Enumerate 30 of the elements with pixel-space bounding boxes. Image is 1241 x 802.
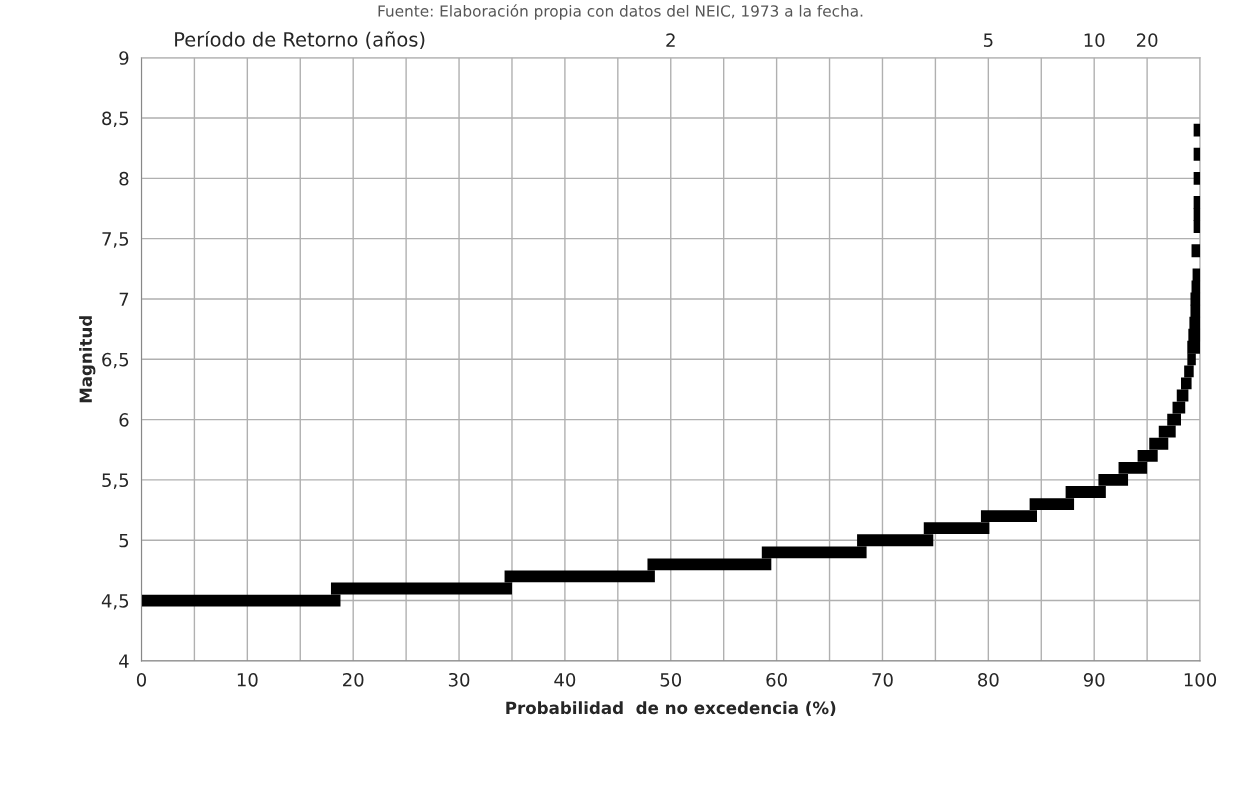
x-tick-label: 80 [978, 672, 999, 687]
x-tick-label: 90 [1083, 672, 1105, 687]
y-tick-label: 8,5 [102, 111, 129, 128]
x-tick-label: 50 [660, 672, 682, 687]
y-axis-title: Magnitud [79, 316, 96, 403]
y-tick-label: 8 [119, 171, 129, 186]
y-tick-label: 9 [119, 51, 129, 65]
text: 10 [1084, 33, 1105, 48]
text: Período de Retorno (años) [175, 30, 425, 50]
x-tick-label: 70 [872, 672, 893, 687]
x-tick-label: 20 [343, 672, 364, 687]
text: 20 [1136, 33, 1158, 48]
x-tick-label: 60 [766, 672, 787, 687]
x-tick-label: 10 [237, 672, 258, 687]
y-tick-label: 4 [119, 654, 129, 668]
x-tick-label: 30 [448, 672, 470, 687]
x-tick-label: 40 [554, 672, 576, 687]
y-tick-label: 6,5 [102, 352, 129, 369]
y-tick-label: 6 [119, 413, 129, 427]
y-tick-label: 5,5 [102, 473, 129, 489]
x-tick-label: 100 [1184, 672, 1217, 687]
y-tick-label: 7,5 [102, 232, 129, 248]
y-tick-label: 5 [119, 533, 129, 548]
text: 5 [983, 33, 993, 48]
y-tick-label: 7 [119, 292, 129, 306]
source-note: Fuente: Elaboración propia con datos del NEIC, 1973 a la fecha. [378, 4, 863, 20]
y-tick-label: 4,5 [101, 594, 129, 610]
text: 2 [666, 33, 675, 47]
x-axis-title: Probabilidad de no excedencia (%) [506, 701, 836, 717]
x-tick-label: 0 [136, 672, 147, 687]
